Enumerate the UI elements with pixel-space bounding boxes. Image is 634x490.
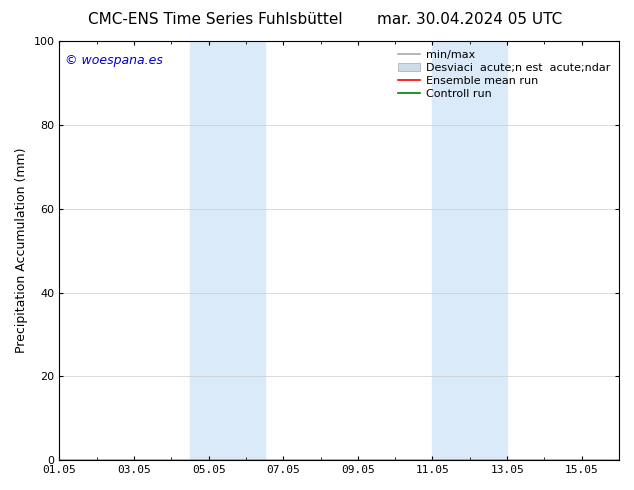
Bar — [432, 41, 507, 460]
Text: CMC-ENS Time Series Fuhlsbüttel: CMC-ENS Time Series Fuhlsbüttel — [88, 12, 343, 27]
Text: © woespana.es: © woespana.es — [65, 53, 163, 67]
Text: mar. 30.04.2024 05 UTC: mar. 30.04.2024 05 UTC — [377, 12, 562, 27]
Y-axis label: Precipitation Accumulation (mm): Precipitation Accumulation (mm) — [15, 148, 28, 353]
Legend: min/max, Desviaci  acute;n est  acute;ndar, Ensemble mean run, Controll run: min/max, Desviaci acute;n est acute;ndar… — [394, 47, 614, 102]
Bar — [190, 41, 264, 460]
